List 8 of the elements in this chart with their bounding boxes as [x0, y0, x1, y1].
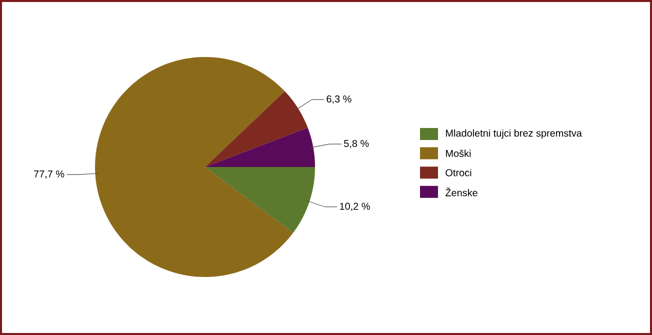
legend-label: Moški — [446, 150, 471, 157]
data-label: 5,8 % — [344, 140, 369, 148]
data-label: 10,2 % — [340, 202, 370, 211]
legend-label: Otroci — [446, 168, 472, 176]
data-label: 77,7 % — [34, 170, 64, 179]
legend-label: Ženske — [446, 187, 478, 196]
data-label: 6,3 % — [326, 95, 352, 104]
legend-label: Mladoletni tujci brez spremstva — [446, 129, 582, 139]
